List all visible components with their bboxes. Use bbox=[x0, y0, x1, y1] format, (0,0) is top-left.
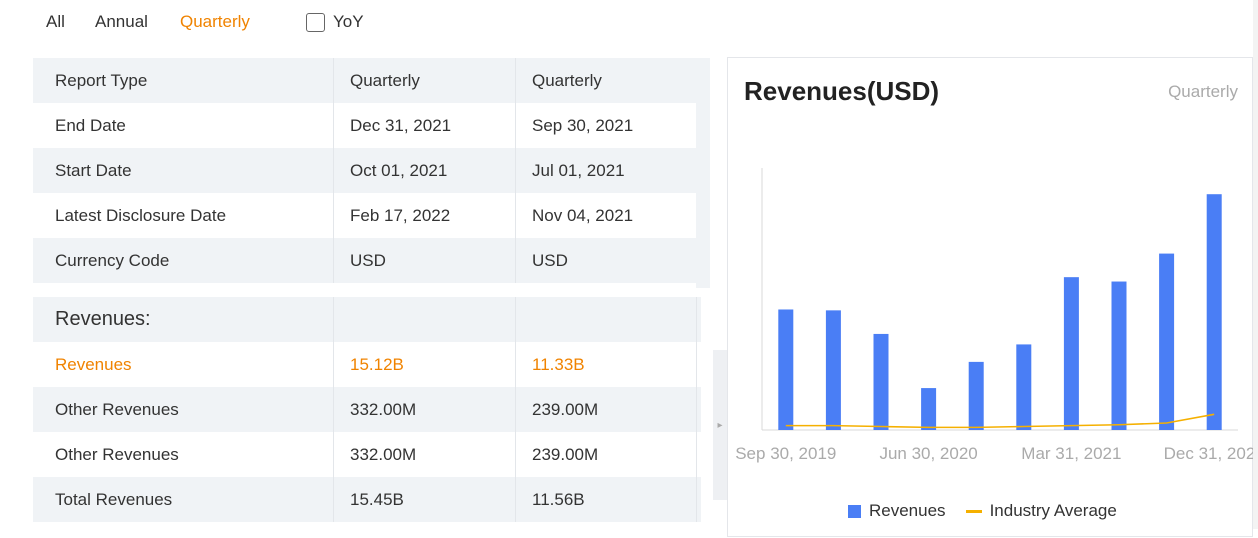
bar-revenues bbox=[1159, 253, 1175, 430]
table-row[interactable]: Other Revenues 332.00M 239.00M bbox=[33, 432, 701, 477]
row-label[interactable]: Other Revenues bbox=[55, 444, 179, 464]
row-label: Currency Code bbox=[55, 250, 170, 270]
period-filter-bar: All Annual Quarterly YoY bbox=[0, 0, 700, 46]
row-label: Latest Disclosure Date bbox=[55, 205, 227, 225]
row-label: End Date bbox=[55, 115, 126, 135]
cell-value: Quarterly bbox=[515, 58, 697, 103]
cell-value: 332.00M bbox=[333, 432, 515, 477]
table-row[interactable]: Total Revenues 15.45B 11.56B bbox=[33, 477, 701, 522]
cell-value: USD bbox=[333, 238, 515, 283]
legend-swatch-industry bbox=[965, 509, 982, 513]
cell-value: 15.45B bbox=[333, 477, 515, 522]
cell-value: 239.00M bbox=[515, 432, 697, 477]
row-label[interactable]: Other Revenues bbox=[55, 399, 179, 419]
x-tick-label: Dec 31, 2021 bbox=[1164, 444, 1254, 463]
legend-label-industry[interactable]: Industry Average bbox=[989, 501, 1117, 520]
filter-quarterly[interactable]: Quarterly bbox=[180, 12, 250, 31]
cell-value: Dec 31, 2021 bbox=[333, 103, 515, 148]
cell-value: Quarterly bbox=[333, 58, 515, 103]
bar-revenues bbox=[1063, 277, 1079, 430]
bar-revenues bbox=[1206, 194, 1222, 430]
row-label: Start Date bbox=[55, 160, 132, 180]
cell-value: 239.00M bbox=[515, 387, 697, 432]
table-row: Start Date Oct 01, 2021 Jul 01, 2021 bbox=[33, 148, 701, 193]
cell-value: Oct 01, 2021 bbox=[333, 148, 515, 193]
bar-revenues bbox=[1016, 344, 1032, 430]
filter-annual[interactable]: Annual bbox=[95, 12, 148, 31]
table-scrollbar[interactable] bbox=[696, 58, 710, 288]
filter-all[interactable]: All bbox=[46, 12, 65, 31]
caret-right-icon: ▸ bbox=[717, 419, 723, 431]
cell-value: Nov 04, 2021 bbox=[515, 193, 697, 238]
bar-revenues bbox=[873, 333, 889, 430]
panel-collapse-handle[interactable]: ▸ bbox=[713, 350, 727, 500]
table-row-highlighted[interactable]: Revenues 15.12B 11.33B bbox=[33, 342, 701, 387]
financial-table: Report Type Quarterly Quarterly End Date… bbox=[33, 58, 713, 538]
cell-value: Feb 17, 2022 bbox=[333, 193, 515, 238]
section-title: Revenues: bbox=[55, 308, 151, 330]
bar-revenues bbox=[1111, 281, 1127, 430]
yoy-checkbox[interactable] bbox=[306, 12, 325, 32]
legend-swatch-revenues bbox=[848, 504, 861, 518]
bar-revenues bbox=[968, 361, 984, 430]
x-tick-label: Sep 30, 2019 bbox=[735, 444, 836, 463]
row-label[interactable]: Total Revenues bbox=[55, 489, 173, 509]
table-row[interactable]: Other Revenues 332.00M 239.00M bbox=[33, 387, 701, 432]
table-row: End Date Dec 31, 2021 Sep 30, 2021 bbox=[33, 103, 701, 148]
cell-value: 11.33B bbox=[515, 342, 697, 387]
table-row: Currency Code USD USD bbox=[33, 238, 701, 283]
cell-value: 332.00M bbox=[333, 387, 515, 432]
cell-value: 11.56B bbox=[515, 477, 697, 522]
cell-value: USD bbox=[515, 238, 697, 283]
bar-revenues bbox=[825, 310, 841, 430]
row-label: Report Type bbox=[55, 70, 148, 90]
revenue-chart: Sep 30, 2019 Jun 30, 2020 Mar 31, 2021 Dec … bbox=[735, 168, 1254, 463]
legend-label-revenues[interactable]: Revenues bbox=[869, 501, 946, 520]
section-header-row: Revenues: bbox=[33, 297, 701, 342]
line-industry-average bbox=[785, 413, 1215, 429]
chart-period-label: Quarterly bbox=[1168, 82, 1238, 101]
bar-revenues bbox=[778, 309, 794, 430]
revenue-chart-panel: Revenues(USD) Quarterly Sep 30, 2019 Jun … bbox=[727, 57, 1254, 537]
row-label[interactable]: Revenues bbox=[55, 354, 132, 374]
yoy-toggle[interactable]: YoY bbox=[306, 12, 364, 32]
cell-value: 15.12B bbox=[333, 342, 515, 387]
page-scrollbar[interactable] bbox=[1253, 0, 1258, 529]
table-row: Report Type Quarterly Quarterly bbox=[33, 58, 701, 103]
cell-value: Jul 01, 2021 bbox=[515, 148, 697, 193]
yoy-label: YoY bbox=[333, 12, 364, 31]
cell-value: Sep 30, 2021 bbox=[515, 103, 697, 148]
bar-revenues bbox=[921, 388, 937, 430]
chart-title: Revenues(USD) bbox=[744, 76, 940, 106]
table-row: Latest Disclosure Date Feb 17, 2022 Nov … bbox=[33, 193, 701, 238]
chart-legend: Revenues Industry Average bbox=[848, 501, 1117, 521]
x-tick-label: Mar 31, 2021 bbox=[1021, 444, 1121, 463]
x-tick-label: Jun 30, 2020 bbox=[879, 444, 977, 463]
